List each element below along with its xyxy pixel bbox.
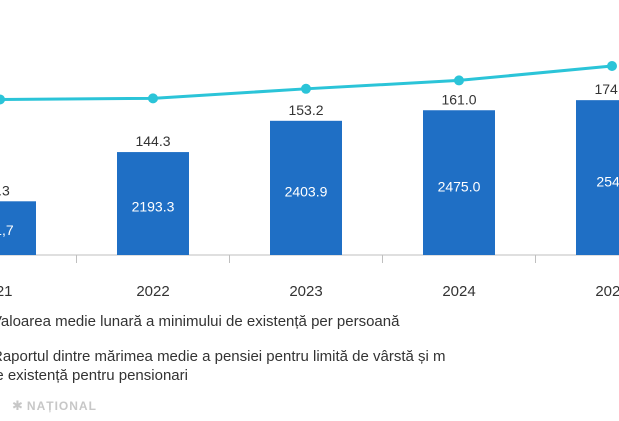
line-point	[607, 61, 617, 72]
bar	[423, 110, 495, 255]
legend-item-bars: Valoarea medie lunară a minimului de exi…	[0, 312, 619, 331]
bar-value-label: 2403.9	[285, 184, 328, 200]
legend-label-line-1: Raportul dintre mărimea medie a pensiei …	[0, 348, 446, 365]
line-value-label: 144.3	[135, 133, 170, 149]
watermark: ✱ NAȚIONAL	[12, 398, 97, 414]
line-value-label: 153.2	[288, 102, 323, 118]
bar	[270, 120, 342, 255]
series-line	[0, 64, 613, 101]
line-value-label: 161.0	[441, 91, 476, 107]
x-tick-label: 021	[0, 283, 13, 300]
line-point	[148, 93, 158, 104]
x-tick-label: 2023	[289, 283, 322, 300]
line-point	[454, 75, 464, 86]
bar-value-label: 61,7	[0, 222, 14, 238]
watermark-text: NAȚIONAL	[26, 399, 97, 413]
legend-item-line: Raportul dintre mărimea medie a pensiei …	[0, 347, 619, 385]
line-value-label: 174.4	[594, 81, 619, 97]
legend: Valoarea medie lunară a minimului de exi…	[0, 312, 619, 385]
bar	[117, 152, 189, 255]
star-icon: ✱	[12, 398, 24, 413]
legend-label-bars: Valoarea medie lunară a minimului de exi…	[0, 313, 400, 330]
x-tick-label: 2024	[442, 283, 475, 300]
line-point	[0, 94, 5, 105]
bar-value-label: 2193.3	[132, 199, 175, 215]
bar-value-label: 2475.0	[438, 179, 481, 195]
line-value-label: 3.3	[0, 182, 10, 198]
line-point	[301, 83, 311, 94]
bar	[0, 201, 36, 255]
x-tick-label: 2022	[136, 283, 169, 300]
legend-label-line-2: le existență pentru pensionari	[0, 367, 188, 384]
x-tick-label: 2025	[595, 283, 619, 300]
bar	[576, 100, 619, 255]
